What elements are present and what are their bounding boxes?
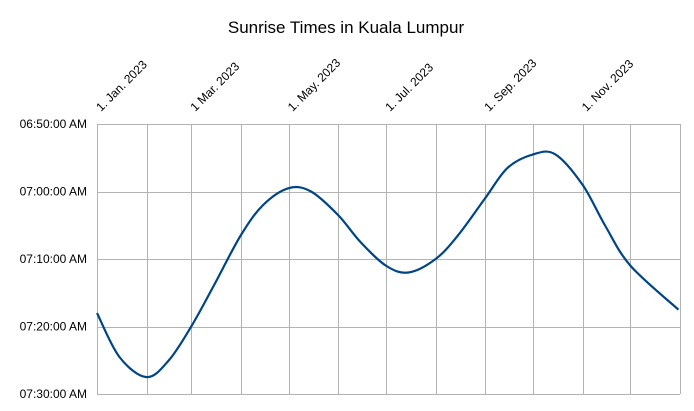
x-tick-label: 1. Sep. 2023 (481, 56, 539, 114)
grid (97, 124, 681, 395)
x-tick-label: 1. Jan. 2023 (93, 57, 150, 114)
x-tick-label: 1. May. 2023 (285, 56, 344, 115)
y-tick-label: 07:10:00 AM (20, 252, 87, 266)
y-tick-label: 07:30:00 AM (20, 387, 87, 401)
y-tick-label: 07:20:00 AM (20, 320, 87, 334)
x-axis-labels: 1. Jan. 2023 1 Mar. 2023 1. May. 2023 1. Ju… (93, 56, 636, 115)
x-tick-label: 1 Mar. 2023 (187, 59, 242, 114)
y-axis-labels: 06:50:00 AM 07:00:00 AM 07:10:00 AM 07:20:0… (20, 117, 87, 401)
chart-title: Sunrise Times in Kuala Lumpur (228, 18, 465, 37)
y-tick-label: 07:00:00 AM (20, 185, 87, 199)
x-tick-label: 1. Nov. 2023 (579, 57, 637, 115)
y-tick-label: 06:50:00 AM (20, 117, 87, 131)
x-tick-label: 1. Jul. 2023 (382, 60, 436, 114)
sunrise-line (96, 150, 680, 379)
